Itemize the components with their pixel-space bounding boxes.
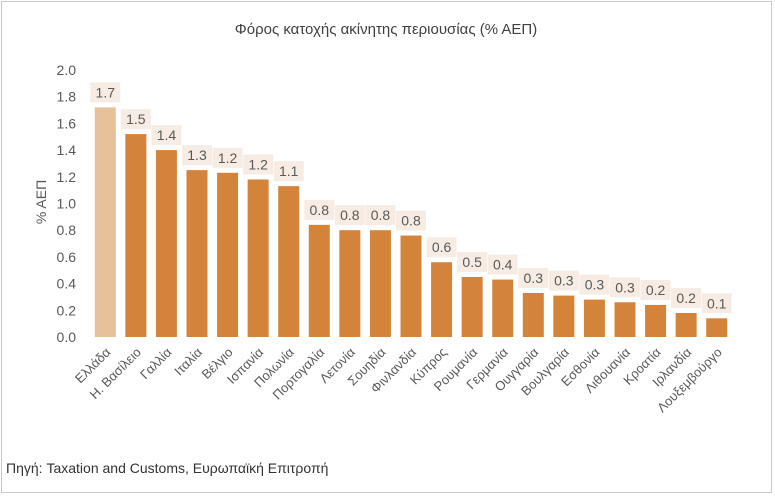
- data-label-background: [640, 279, 671, 300]
- data-label: 0.8: [340, 207, 360, 223]
- bar: [675, 312, 697, 337]
- bar: [645, 304, 667, 337]
- data-label-background: [304, 199, 335, 220]
- data-label-background: [120, 109, 151, 130]
- bar: [278, 186, 300, 337]
- bars-group: [94, 107, 728, 337]
- data-label-background: [457, 251, 488, 272]
- y-tick-label: 0.6: [57, 249, 77, 265]
- data-label: 1.2: [248, 156, 268, 172]
- y-tick-label: 1.8: [57, 89, 77, 105]
- data-label-background: [518, 267, 549, 288]
- data-label-background: [90, 82, 121, 103]
- data-label: 1.1: [279, 163, 299, 179]
- data-label: 1.5: [126, 111, 146, 127]
- data-label: 0.4: [493, 257, 513, 273]
- data-label: 0.2: [646, 282, 666, 298]
- source-note: Πηγή: Taxation and Customs, Ευρωπαϊκή Επ…: [6, 460, 329, 476]
- data-label: 1.3: [187, 147, 207, 163]
- y-tick-label: 1.4: [57, 142, 77, 158]
- data-label-background: [151, 125, 182, 146]
- data-label-background: [243, 154, 274, 175]
- y-tick-label: 0.4: [57, 276, 77, 292]
- data-label-background: [701, 293, 732, 314]
- data-label: 0.8: [310, 202, 330, 218]
- data-label-background: [365, 205, 396, 226]
- data-labels-group: 1.7 1.5 1.4 1.3 1.2 1.2 1.1 0.8 0.8 0.8 0.8 0.6 0.5 0…: [90, 82, 732, 314]
- data-label-background: [396, 210, 426, 231]
- data-label: 0.3: [524, 270, 544, 286]
- bar: [614, 302, 636, 337]
- y-tick-label: 1.6: [57, 115, 77, 131]
- bar: [186, 170, 208, 337]
- data-label-background: [334, 205, 365, 226]
- y-axis-label: % ΑΕΠ: [33, 180, 49, 224]
- data-label-background: [426, 237, 457, 258]
- data-label: 0.3: [585, 277, 605, 293]
- bar: [400, 235, 422, 337]
- data-label: 0.3: [615, 279, 635, 295]
- bar: [522, 292, 544, 337]
- bar: [706, 318, 728, 337]
- bar: [94, 107, 116, 337]
- bar: [247, 179, 269, 337]
- y-tick-label: 2.0: [57, 62, 77, 78]
- data-label-background: [579, 274, 610, 295]
- bar: [125, 134, 147, 337]
- bar: [553, 295, 575, 337]
- bar-chart: Φόρος κατοχής ακίνητης περιουσίας (% ΑΕΠ…: [33, 21, 732, 415]
- bar: [369, 230, 391, 337]
- data-label: 0.5: [462, 254, 482, 270]
- x-tick-label: Γαλλία: [137, 344, 175, 382]
- bar: [339, 230, 361, 337]
- data-label-background: [182, 145, 212, 166]
- bar: [461, 276, 483, 337]
- y-tick-label: 0.8: [57, 222, 77, 238]
- data-label: 0.3: [554, 273, 574, 289]
- data-label: 0.6: [432, 239, 452, 255]
- data-label: 1.2: [218, 150, 238, 166]
- data-label: 0.8: [371, 207, 391, 223]
- data-label-background: [548, 270, 579, 291]
- chart-title: Φόρος κατοχής ακίνητης περιουσίας (% ΑΕΠ…: [235, 21, 537, 38]
- bar: [583, 299, 605, 337]
- bar: [492, 279, 514, 337]
- bar: [431, 262, 453, 337]
- bar: [217, 172, 239, 337]
- data-label: 0.2: [676, 290, 696, 306]
- data-label: 0.8: [401, 213, 421, 229]
- data-label: 1.7: [96, 84, 116, 100]
- y-tick-label: 1.2: [57, 169, 77, 185]
- data-label-background: [610, 277, 640, 298]
- y-tick-label: 0.2: [57, 302, 77, 318]
- data-label-background: [212, 147, 243, 168]
- data-label: 1.4: [157, 127, 177, 143]
- data-label-background: [671, 287, 702, 308]
- data-label-background: [273, 161, 304, 182]
- y-axis-ticks: 0.0 0.2 0.4 0.6 0.8 1.0 1.2 1.4 1.6 1.8 2.0: [57, 62, 77, 345]
- y-tick-label: 1.0: [57, 196, 77, 212]
- data-label: 0.1: [707, 295, 727, 311]
- y-tick-label: 0.0: [57, 329, 77, 345]
- bar: [308, 224, 330, 337]
- bar: [155, 150, 177, 337]
- data-label-background: [487, 254, 518, 275]
